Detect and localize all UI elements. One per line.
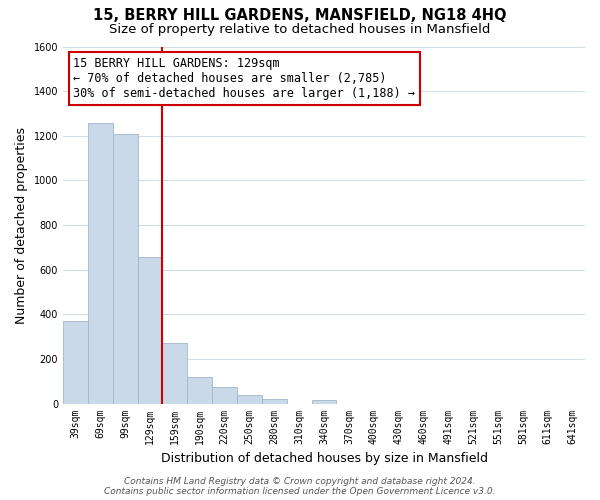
Y-axis label: Number of detached properties: Number of detached properties bbox=[15, 126, 28, 324]
Text: 15, BERRY HILL GARDENS, MANSFIELD, NG18 4HQ: 15, BERRY HILL GARDENS, MANSFIELD, NG18 … bbox=[93, 8, 507, 22]
Bar bbox=[137, 258, 163, 404]
X-axis label: Distribution of detached houses by size in Mansfield: Distribution of detached houses by size … bbox=[161, 452, 488, 465]
Bar bbox=[113, 134, 137, 404]
Text: Size of property relative to detached houses in Mansfield: Size of property relative to detached ho… bbox=[109, 22, 491, 36]
Bar bbox=[311, 400, 337, 404]
Bar bbox=[187, 377, 212, 404]
Bar bbox=[262, 399, 287, 404]
Bar bbox=[237, 394, 262, 404]
Bar bbox=[212, 387, 237, 404]
Bar bbox=[63, 321, 88, 404]
Text: 15 BERRY HILL GARDENS: 129sqm
← 70% of detached houses are smaller (2,785)
30% o: 15 BERRY HILL GARDENS: 129sqm ← 70% of d… bbox=[73, 57, 415, 100]
Text: Contains HM Land Registry data © Crown copyright and database right 2024.
Contai: Contains HM Land Registry data © Crown c… bbox=[104, 476, 496, 496]
Bar bbox=[88, 124, 113, 404]
Bar bbox=[163, 344, 187, 404]
